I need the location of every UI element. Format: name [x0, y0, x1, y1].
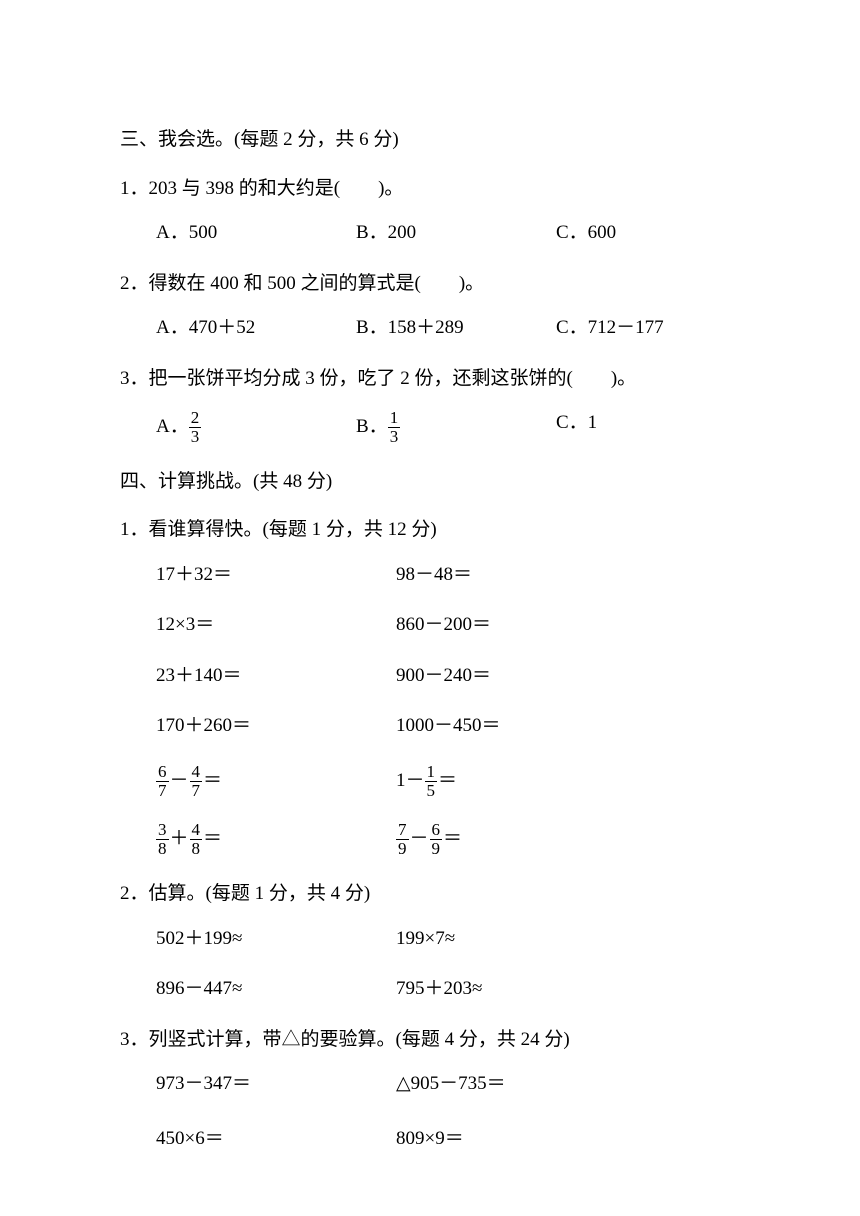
frac-den: 9 [430, 840, 443, 858]
q3-1-option-c: C．600 [556, 219, 756, 248]
frac-den: 7 [190, 782, 203, 800]
q3-2-option-b: B．158＋289 [356, 314, 556, 343]
frac-num: 3 [156, 821, 169, 840]
q3-1-text: 1．203 与 398 的和大约是( )。 [120, 175, 740, 204]
frac-num: 1 [425, 763, 438, 782]
calc-item: 12×3＝ [156, 611, 396, 640]
prefix: 1－ [396, 767, 425, 796]
calc-item: 170＋260＝ [156, 712, 396, 741]
part-4-3-title: 3．列竖式计算，带△的要验算。(每题 4 分，共 24 分) [120, 1026, 740, 1055]
frac-den: 8 [156, 840, 169, 858]
calc-item: 1000－450＝ [396, 712, 636, 741]
calc-item: 860－200＝ [396, 611, 636, 640]
q3-2-option-a: A．470＋52 [156, 314, 356, 343]
frac: 48 [190, 821, 203, 858]
frac-den: 9 [396, 840, 409, 858]
q3-1-option-a: A．500 [156, 219, 356, 248]
frac: 38 [156, 821, 169, 858]
calc-item: 17＋32＝ [156, 561, 396, 590]
q3-3-options: A．23 B．13 C．1 [120, 409, 740, 446]
part-4-1-grid: 17＋32＝ 98－48＝ 12×3＝ 860－200＝ 23＋140＝ 900… [120, 561, 740, 858]
section-4-title: 四、计算挑战。(共 48 分) [120, 468, 740, 497]
frac-num: 6 [430, 821, 443, 840]
calc-item-frac: 38 ＋ 48 ＝ [156, 821, 396, 858]
calc-item: 809×9＝ [396, 1125, 636, 1154]
calc-item: 795＋203≈ [396, 975, 636, 1004]
frac-num: 6 [156, 763, 169, 782]
q3-3-option-c: C．1 [556, 409, 756, 446]
op: － [170, 767, 189, 796]
frac-den: 3 [189, 428, 202, 446]
q3-1-options: A．500 B．200 C．600 [120, 219, 740, 248]
calc-item: 450×6＝ [156, 1125, 396, 1154]
eq: ＝ [203, 825, 222, 854]
frac-den: 8 [190, 840, 203, 858]
calc-item: 98－48＝ [396, 561, 636, 590]
frac-num: 7 [396, 821, 409, 840]
frac-den: 7 [156, 782, 169, 800]
q3-3-a-fraction: 23 [189, 409, 202, 446]
frac-num: 4 [190, 821, 203, 840]
calc-item-frac: 67 － 47 ＝ [156, 763, 396, 800]
frac-den: 5 [425, 782, 438, 800]
part-4-1-title: 1．看谁算得快。(每题 1 分，共 12 分) [120, 516, 740, 545]
q3-3-option-a: A．23 [156, 409, 356, 446]
part-4-2-grid: 502＋199≈ 199×7≈ 896－447≈ 795＋203≈ [120, 925, 740, 1004]
calc-item: △905－735＝ [396, 1070, 636, 1099]
eq: ＝ [438, 767, 457, 796]
calc-item: 199×7≈ [396, 925, 636, 954]
q3-3-b-prefix: B． [356, 416, 388, 437]
frac: 79 [396, 821, 409, 858]
q3-3-b-fraction: 13 [388, 409, 401, 446]
op: － [410, 825, 429, 854]
frac-num: 2 [189, 409, 202, 428]
calc-item-frac: 79 － 69 ＝ [396, 821, 636, 858]
frac: 15 [425, 763, 438, 800]
op: ＋ [170, 825, 189, 854]
question-3-3: 3．把一张饼平均分成 3 份，吃了 2 份，还剩这张饼的( )。 A．23 B．… [120, 365, 740, 446]
q3-3-text: 3．把一张饼平均分成 3 份，吃了 2 份，还剩这张饼的( )。 [120, 365, 740, 394]
calc-item: 900－240＝ [396, 662, 636, 691]
eq: ＝ [203, 767, 222, 796]
q3-3-a-prefix: A． [156, 416, 189, 437]
question-3-2: 2．得数在 400 和 500 之间的算式是( )。 A．470＋52 B．15… [120, 270, 740, 343]
q3-2-text: 2．得数在 400 和 500 之间的算式是( )。 [120, 270, 740, 299]
calc-item: 973－347＝ [156, 1070, 396, 1099]
question-3-1: 1．203 与 398 的和大约是( )。 A．500 B．200 C．600 [120, 175, 740, 248]
part-4-2-title: 2．估算。(每题 1 分，共 4 分) [120, 880, 740, 909]
q3-3-option-b: B．13 [356, 409, 556, 446]
frac-den: 3 [388, 428, 401, 446]
part-4-3-grid: 973－347＝ △905－735＝ 450×6＝ 809×9＝ [120, 1070, 740, 1153]
frac: 67 [156, 763, 169, 800]
calc-item: 896－447≈ [156, 975, 396, 1004]
q3-2-option-c: C．712－177 [556, 314, 756, 343]
frac-num: 4 [190, 763, 203, 782]
calc-item-frac: 1－ 15 ＝ [396, 763, 636, 800]
calc-item: 502＋199≈ [156, 925, 396, 954]
q3-2-options: A．470＋52 B．158＋289 C．712－177 [120, 314, 740, 343]
section-3-title: 三、我会选。(每题 2 分，共 6 分) [120, 126, 740, 155]
frac: 69 [430, 821, 443, 858]
frac: 47 [190, 763, 203, 800]
q3-1-option-b: B．200 [356, 219, 556, 248]
calc-item: 23＋140＝ [156, 662, 396, 691]
eq: ＝ [443, 825, 462, 854]
frac-num: 1 [388, 409, 401, 428]
